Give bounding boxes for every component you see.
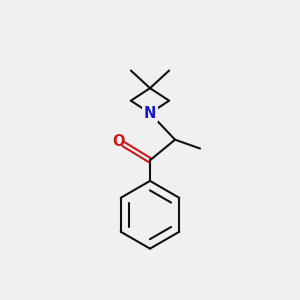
- Text: O: O: [112, 134, 124, 149]
- Text: N: N: [144, 106, 156, 121]
